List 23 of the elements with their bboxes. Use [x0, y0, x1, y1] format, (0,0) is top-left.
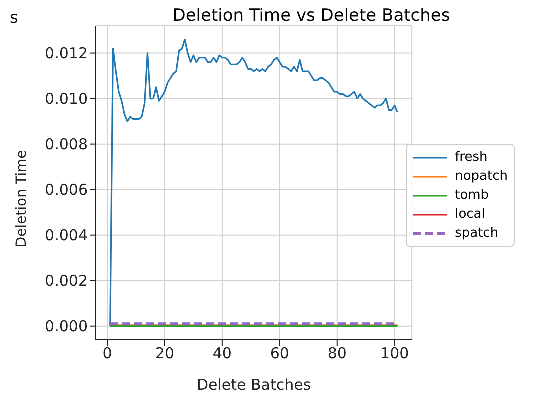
y-tick-label: 0.010	[45, 90, 88, 108]
y-axis-title: Deletion Time	[14, 150, 30, 248]
x-tick-label: 40	[212, 344, 232, 363]
y-tick-label: 0.000	[45, 318, 88, 336]
legend-label: local	[455, 207, 486, 222]
x-tick-label: 80	[328, 344, 347, 363]
x-axis-title: Delete Batches	[196, 376, 312, 394]
x-tick-label: 60	[270, 344, 290, 363]
y-tick-label: 0.006	[45, 181, 88, 200]
x-tick-label: 20	[155, 344, 175, 363]
line-series	[110, 38, 399, 328]
legend-label: nopatch	[455, 169, 508, 184]
y-tick-label: 0.004	[45, 226, 88, 245]
legend-label: spatch	[455, 226, 499, 241]
text: s	[10, 8, 18, 27]
legend-label: fresh	[455, 150, 488, 165]
chart-title: Deletion Time vs Delete Batches	[172, 6, 452, 26]
y-tick-label: 0.008	[45, 136, 88, 154]
x-tick-label: 0	[102, 344, 112, 363]
legend-label: tomb	[455, 188, 490, 203]
x-tick-label: 100	[380, 344, 410, 363]
y-tick-label: 0.002	[45, 272, 88, 290]
y-tick-label: 0.012	[45, 44, 88, 63]
